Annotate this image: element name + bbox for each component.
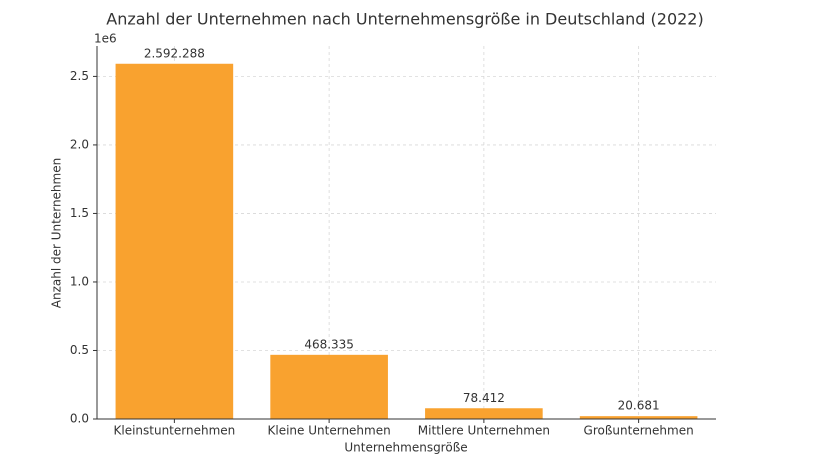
bar <box>115 63 234 420</box>
bar <box>270 354 388 419</box>
value-label: 78.412 <box>463 391 505 405</box>
chart-title: Anzahl der Unternehmen nach Unternehmens… <box>106 10 703 29</box>
y-offset-label: 1e6 <box>94 32 117 46</box>
value-label: 468.335 <box>304 337 354 351</box>
bar <box>425 408 543 419</box>
y-tick-label: 0.5 <box>70 343 89 357</box>
x-tick-label: Kleine Unternehmen <box>268 424 391 438</box>
y-tick-label: 1.5 <box>70 206 89 220</box>
y-tick-label: 2.0 <box>70 137 89 151</box>
value-label: 2.592.288 <box>144 46 205 60</box>
value-label: 20.681 <box>618 399 660 413</box>
x-tick-label: Großunternehmen <box>584 424 694 438</box>
x-axis-label: Unternehmensgröße <box>344 441 467 455</box>
x-tick-label: Mittlere Unternehmen <box>418 424 550 438</box>
y-axis-label: Anzahl der Unternehmen <box>50 158 64 308</box>
bar <box>579 416 698 419</box>
y-tick-label: 0.0 <box>70 412 89 426</box>
x-tick-label: Kleinstunternehmen <box>113 424 235 438</box>
y-tick-label: 1.0 <box>70 274 89 288</box>
y-tick-label: 2.5 <box>70 69 89 83</box>
